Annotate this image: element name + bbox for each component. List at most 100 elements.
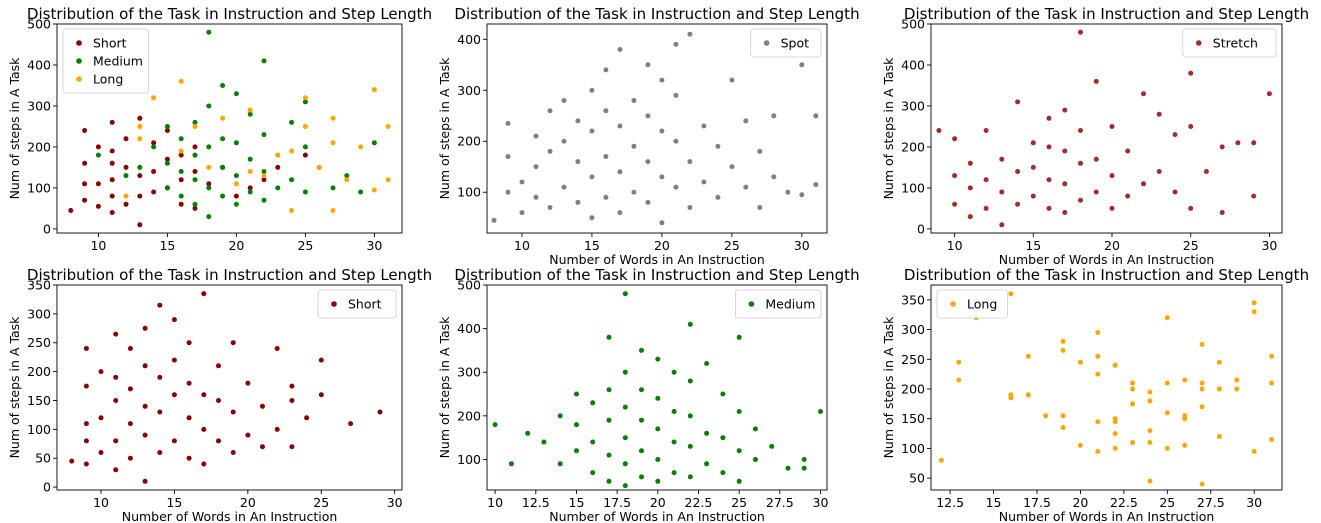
data-point xyxy=(639,387,644,393)
data-point xyxy=(771,113,777,119)
data-point xyxy=(561,138,567,144)
data-point xyxy=(113,374,119,380)
legend-label: Short xyxy=(348,297,382,312)
y-tick-label: 0 xyxy=(43,480,51,495)
plot-frame xyxy=(56,284,403,491)
data-point xyxy=(137,124,143,129)
y-tick-label: 400 xyxy=(457,321,481,336)
data-point xyxy=(1030,164,1036,170)
data-point xyxy=(289,208,295,213)
data-point xyxy=(358,144,364,150)
data-point xyxy=(574,422,579,428)
data-point xyxy=(186,340,192,346)
data-point xyxy=(757,205,763,210)
x-axis-label: Number of Words in An Instruction xyxy=(549,509,765,523)
data-point xyxy=(639,448,644,454)
data-point xyxy=(123,193,129,199)
data-point xyxy=(603,154,609,159)
data-point xyxy=(1164,315,1170,321)
x-tick-label: 10 xyxy=(947,238,963,253)
data-point xyxy=(1078,29,1083,35)
data-point xyxy=(261,132,267,138)
data-point xyxy=(260,444,265,450)
data-point xyxy=(330,140,336,146)
data-point xyxy=(1125,148,1131,154)
plot-frame xyxy=(930,284,1283,491)
legend: Medium xyxy=(735,289,822,319)
data-point xyxy=(186,455,192,461)
y-tick-label: 200 xyxy=(27,139,51,154)
data-point xyxy=(83,421,89,427)
x-tick-label: 30 xyxy=(1246,495,1262,510)
data-point xyxy=(274,346,280,351)
y-tick-label: 50 xyxy=(909,471,925,486)
data-point xyxy=(274,426,280,432)
x-tick-label: 15 xyxy=(986,495,1002,510)
y-tick-label: 350 xyxy=(901,292,925,307)
data-point xyxy=(631,189,637,195)
data-point xyxy=(729,77,735,83)
data-point xyxy=(1172,132,1178,138)
data-point xyxy=(687,378,693,384)
data-point xyxy=(505,189,511,195)
data-point xyxy=(82,181,88,187)
data-point xyxy=(671,409,677,414)
data-point xyxy=(659,220,665,226)
data-point xyxy=(704,461,710,467)
data-point xyxy=(956,377,962,383)
data-point xyxy=(659,128,665,134)
data-point xyxy=(151,189,157,195)
data-point xyxy=(547,108,553,114)
data-point xyxy=(590,439,596,445)
y-tick-label: 500 xyxy=(901,17,925,32)
x-tick-label: 20 xyxy=(228,238,244,253)
data-point xyxy=(1030,193,1036,199)
data-point xyxy=(192,124,198,129)
data-point xyxy=(1130,380,1136,386)
data-point xyxy=(525,430,531,436)
data-point xyxy=(1251,193,1257,199)
data-point xyxy=(330,185,336,191)
y-tick-label: 200 xyxy=(27,364,51,379)
data-point xyxy=(617,123,623,129)
data-point xyxy=(701,179,707,185)
data-point xyxy=(720,470,726,476)
data-point xyxy=(377,409,383,415)
data-point xyxy=(206,29,212,35)
y-tick-label: 50 xyxy=(35,451,51,466)
data-point xyxy=(736,409,742,414)
data-point xyxy=(1008,392,1014,398)
legend: Spot xyxy=(750,28,822,58)
data-point xyxy=(1188,70,1194,76)
data-point xyxy=(655,356,661,362)
chart-panel-3: Distribution of the Task in Instruction … xyxy=(881,5,1309,267)
y-tick-label: 200 xyxy=(901,381,925,396)
y-tick-label: 300 xyxy=(27,98,51,113)
data-point xyxy=(785,465,791,471)
legend-label: Long xyxy=(93,72,123,87)
data-point xyxy=(178,152,184,158)
data-point xyxy=(956,359,962,365)
data-point xyxy=(275,152,281,158)
data-point xyxy=(1251,300,1257,306)
data-point xyxy=(1199,386,1205,392)
data-point xyxy=(575,199,581,205)
x-tick-label: 20 xyxy=(1072,495,1088,510)
data-point xyxy=(371,187,377,193)
x-tick-label: 30 xyxy=(794,238,810,253)
x-tick-label: 15 xyxy=(584,238,600,253)
chart-panel-4: Distribution of the Task in Instruction … xyxy=(7,266,432,523)
data-point xyxy=(192,119,198,125)
y-tick-label: 250 xyxy=(27,335,51,350)
data-point xyxy=(113,438,119,444)
data-point xyxy=(622,404,628,410)
plot-frame xyxy=(930,23,1283,234)
legend-label: Spot xyxy=(781,36,810,51)
data-point xyxy=(590,470,596,476)
data-point xyxy=(302,95,308,101)
data-point xyxy=(519,179,525,185)
legend-label: Stretch xyxy=(1213,36,1258,51)
x-tick-label: 17.5 xyxy=(1023,495,1051,510)
data-point xyxy=(1046,144,1052,150)
data-point xyxy=(318,392,324,398)
